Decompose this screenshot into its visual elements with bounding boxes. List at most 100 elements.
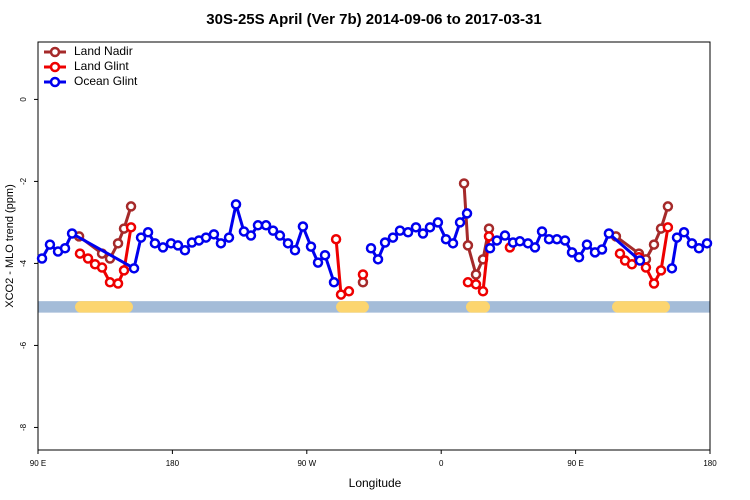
- y-tick-label: -6: [19, 341, 28, 349]
- data-point: [387, 232, 399, 243]
- data-point: [172, 240, 184, 251]
- data-point: [104, 277, 116, 288]
- legend-marker: [49, 61, 61, 73]
- data-point: [462, 240, 474, 251]
- data-point: [655, 265, 667, 276]
- data-point: [372, 254, 384, 265]
- land-band: [75, 301, 133, 313]
- legend-label: Land Glint: [74, 59, 129, 73]
- data-point: [671, 232, 683, 243]
- series-line: [40, 202, 708, 283]
- data-point: [634, 255, 646, 266]
- x-axis-label: Longitude: [349, 476, 402, 490]
- data-point: [260, 220, 272, 231]
- data-point: [274, 230, 286, 241]
- data-point: [499, 230, 511, 241]
- legend-marker: [49, 76, 61, 88]
- data-point: [179, 245, 191, 256]
- data-point: [640, 262, 652, 273]
- data-point: [245, 230, 257, 241]
- data-point: [125, 201, 137, 212]
- data-point: [125, 222, 137, 233]
- data-point: [36, 253, 48, 264]
- land-band: [465, 301, 491, 313]
- data-point: [305, 241, 317, 252]
- data-point: [458, 178, 470, 189]
- data-point: [648, 239, 660, 250]
- data-point: [379, 237, 391, 248]
- data-point: [82, 253, 94, 264]
- data-point: [477, 286, 489, 297]
- data-point: [417, 228, 429, 239]
- data-point: [693, 243, 705, 254]
- data-point: [142, 227, 154, 238]
- data-point: [470, 279, 482, 290]
- data-point: [402, 227, 414, 238]
- data-point: [662, 222, 674, 233]
- data-point: [252, 220, 264, 231]
- data-point: [432, 217, 444, 228]
- data-point: [484, 243, 496, 254]
- data-point: [394, 225, 406, 236]
- data-point: [462, 277, 474, 288]
- data-point: [447, 238, 459, 249]
- x-tick-label: 90 E: [30, 459, 46, 468]
- data-point: [573, 252, 585, 263]
- data-point: [319, 249, 331, 261]
- data-point: [135, 232, 147, 243]
- x-tick-label: 90 E: [567, 459, 583, 468]
- data-point: [470, 269, 482, 280]
- data-point: [96, 262, 108, 273]
- x-tick-label: 0: [439, 459, 444, 468]
- legend-label: Land Nadir: [74, 44, 133, 58]
- y-axis-label: XCO2 - MLO trend (ppm): [4, 184, 16, 307]
- land-band: [336, 301, 369, 313]
- data-point: [289, 245, 301, 256]
- y-tick-label: -2: [19, 177, 28, 185]
- data-point: [514, 236, 526, 247]
- data-point: [536, 226, 548, 237]
- data-point: [230, 199, 242, 210]
- data-point: [596, 244, 608, 255]
- x-tick-label: 180: [703, 459, 717, 468]
- legend-label: Ocean Glint: [74, 74, 138, 88]
- data-point: [297, 221, 309, 232]
- data-point: [157, 242, 169, 253]
- data-point: [529, 242, 541, 253]
- data-point: [626, 258, 638, 270]
- data-point: [66, 228, 78, 239]
- data-point: [701, 238, 713, 249]
- data-point: [149, 238, 161, 249]
- data-point: [44, 239, 56, 250]
- data-point: [614, 248, 626, 259]
- y-tick-label: 0: [19, 97, 28, 102]
- data-point: [648, 278, 660, 289]
- y-tick-label: -8: [19, 423, 28, 431]
- data-point: [551, 233, 563, 245]
- data-point: [678, 227, 690, 238]
- data-point: [581, 239, 593, 250]
- chart-title: 30S-25S April (Ver 7b) 2014-09-06 to 201…: [206, 11, 541, 28]
- data-point: [662, 201, 674, 212]
- data-point: [365, 243, 377, 254]
- data-point: [74, 248, 86, 259]
- ocean-band: [38, 301, 710, 313]
- data-point: [686, 238, 698, 249]
- data-point: [118, 265, 130, 276]
- data-point: [603, 228, 615, 239]
- data-point: [461, 208, 473, 219]
- data-point: [215, 238, 227, 249]
- land-band: [612, 301, 670, 313]
- x-tick-label: 180: [166, 459, 180, 468]
- data-point: [666, 263, 678, 274]
- x-tick-label: 90 W: [297, 459, 316, 468]
- data-point: [282, 238, 294, 249]
- data-point: [357, 269, 369, 280]
- data-point: [491, 235, 503, 246]
- data-point: [223, 232, 235, 243]
- data-point: [128, 263, 140, 274]
- data-point: [343, 286, 355, 297]
- data-point: [424, 222, 436, 233]
- data-point: [566, 247, 578, 258]
